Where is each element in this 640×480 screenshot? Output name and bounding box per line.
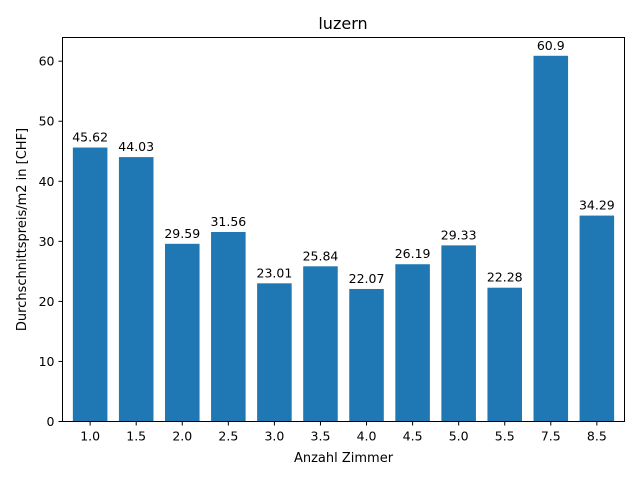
data-label: 22.07 — [349, 271, 385, 286]
x-tick-label: 5.0 — [449, 429, 469, 444]
x-tick-label: 4.0 — [357, 429, 377, 444]
data-label: 25.84 — [303, 248, 339, 263]
bar-5-5 — [487, 287, 523, 422]
bar-7-5 — [533, 55, 569, 422]
data-label: 31.56 — [210, 214, 246, 229]
y-tick-label: 10 — [39, 354, 55, 369]
x-tick-label: 2.0 — [172, 429, 192, 444]
chart-title: luzern — [318, 14, 367, 33]
x-tick-label: 7.5 — [541, 429, 561, 444]
y-axis-label: Durchschnittspreis/m2 in [CHF] — [15, 128, 30, 331]
data-label: 44.03 — [118, 139, 154, 154]
data-label: 34.29 — [579, 198, 615, 213]
bar-2-0 — [164, 243, 200, 422]
x-tick-label: 3.5 — [311, 429, 331, 444]
x-axis-label: Anzahl Zimmer — [294, 451, 394, 466]
bars-group — [72, 55, 615, 422]
data-label: 45.62 — [72, 130, 108, 145]
data-label: 60.9 — [537, 38, 565, 53]
y-tick-label: 40 — [39, 174, 55, 189]
x-tick-label: 4.5 — [403, 429, 423, 444]
data-label: 23.01 — [257, 265, 293, 280]
x-tick-label: 1.0 — [80, 429, 100, 444]
bar-4-5 — [395, 264, 430, 422]
bar-1-5 — [118, 157, 154, 422]
y-axis-ticks: 0 10 20 30 40 50 60 — [39, 54, 63, 429]
plot-frame — [62, 37, 625, 422]
x-tick-label: 1.5 — [126, 429, 146, 444]
data-label: 22.28 — [487, 270, 523, 285]
x-axis-ticks: 1.0 1.5 2.0 2.5 3.0 3.5 4.0 4.5 5.0 5.5 7.5 8.5 — [80, 421, 607, 444]
bar-5-0 — [441, 245, 476, 422]
bar-2-5 — [211, 231, 246, 422]
bar-1-0 — [72, 147, 108, 422]
x-tick-label: 2.5 — [218, 429, 238, 444]
bar-8-5 — [579, 215, 615, 422]
x-tick-label: 5.5 — [495, 429, 515, 444]
data-labels-group: 45.62 44.03 29.59 31.56 23.01 25.84 22.07 26.19… — [72, 38, 615, 286]
bar-3-5 — [303, 266, 338, 422]
y-tick-label: 0 — [47, 414, 55, 429]
y-tick-label: 20 — [39, 294, 55, 309]
y-tick-label: 30 — [39, 234, 55, 249]
data-label: 26.19 — [395, 246, 431, 261]
x-tick-label: 3.0 — [264, 429, 284, 444]
bar-3-0 — [257, 283, 292, 422]
bar-4-0 — [349, 288, 384, 422]
y-tick-label: 60 — [39, 54, 55, 69]
x-tick-label: 8.5 — [587, 429, 607, 444]
data-label: 29.33 — [441, 227, 477, 242]
data-label: 29.59 — [164, 226, 200, 241]
y-tick-label: 50 — [39, 114, 55, 129]
